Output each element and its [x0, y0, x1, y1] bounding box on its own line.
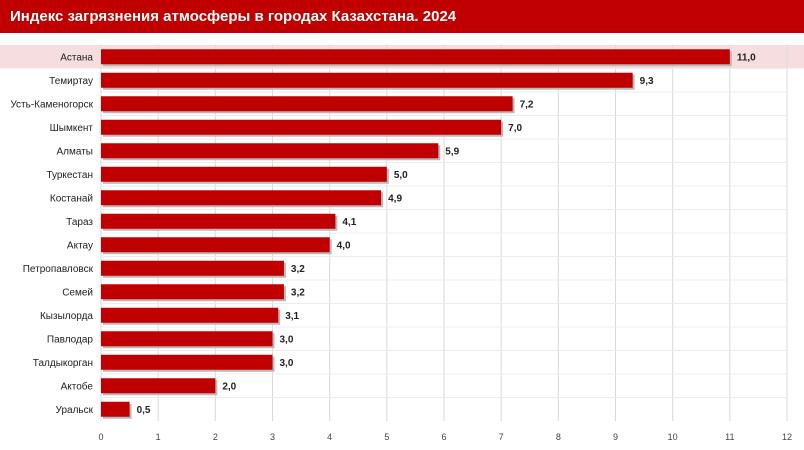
category-label: Астана	[60, 52, 93, 63]
x-tick-label: 5	[384, 432, 389, 442]
value-label: 5,9	[445, 146, 459, 157]
x-tick-label: 12	[782, 432, 792, 442]
value-label: 4,1	[342, 217, 356, 228]
x-tick-label: 2	[213, 432, 218, 442]
bar	[101, 237, 330, 253]
bar	[101, 166, 387, 182]
bar	[101, 307, 279, 323]
bar	[101, 213, 336, 229]
value-label: 7,0	[508, 123, 522, 134]
category-label: Актау	[67, 240, 93, 251]
bar	[101, 378, 216, 394]
category-label: Костанай	[50, 193, 93, 204]
category-label: Талдыкорган	[33, 358, 93, 369]
x-tick-label: 11	[725, 432, 734, 442]
x-tick-label: 8	[556, 432, 561, 442]
category-label: Темиртау	[49, 76, 93, 87]
category-label: Петропавловск	[23, 264, 94, 275]
category-label: Алматы	[57, 146, 94, 157]
bar	[101, 143, 439, 159]
bar	[101, 260, 284, 276]
category-label: Тараз	[66, 217, 93, 228]
value-label: 3,2	[291, 264, 305, 275]
category-label: Семей	[62, 287, 93, 298]
category-label: Шымкент	[50, 123, 94, 134]
chart-title: Индекс загрязнения атмосферы в городах К…	[10, 8, 457, 25]
value-label: 4,9	[388, 193, 402, 204]
bar	[101, 401, 130, 417]
x-tick-label: 3	[270, 432, 275, 442]
x-tick-label: 0	[98, 432, 103, 442]
category-label: Туркестан	[46, 170, 93, 181]
x-tick-label: 1	[156, 432, 161, 442]
x-tick-label: 10	[668, 432, 678, 442]
x-tick-label: 6	[441, 432, 446, 442]
title-bar: Индекс загрязнения атмосферы в городах К…	[0, 0, 804, 33]
value-label: 3,0	[280, 334, 294, 345]
bar	[101, 72, 633, 88]
bar	[101, 354, 273, 370]
value-label: 0,5	[137, 405, 151, 416]
bar	[101, 119, 502, 135]
bar	[101, 49, 730, 65]
x-tick-label: 9	[613, 432, 618, 442]
value-label: 9,3	[640, 76, 654, 87]
value-label: 4,0	[337, 240, 351, 251]
value-label: 3,2	[291, 287, 305, 298]
value-label: 2,0	[222, 381, 236, 392]
value-label: 7,2	[520, 99, 534, 110]
category-label: Актобе	[61, 380, 94, 392]
category-label: Уральск	[56, 405, 94, 416]
value-label: 3,0	[280, 358, 294, 369]
bar	[101, 331, 273, 347]
value-label: 3,1	[285, 311, 299, 322]
category-label: Кызылорда	[40, 311, 93, 322]
x-tick-label: 4	[327, 432, 332, 442]
category-label: Усть-Каменогорск	[10, 99, 93, 110]
value-label: 11,0	[737, 52, 756, 63]
category-label: Павлодар	[47, 334, 94, 345]
bar	[101, 96, 513, 112]
bar	[101, 284, 284, 300]
bar	[101, 190, 382, 206]
value-label: 5,0	[394, 170, 408, 181]
x-tick-label: 7	[499, 432, 504, 442]
